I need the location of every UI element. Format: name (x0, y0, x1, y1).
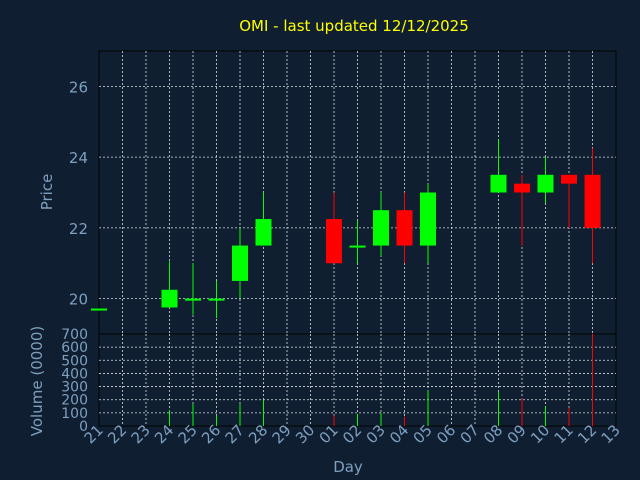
x-axis-ticks: 2122232425262728293001020304050607080910… (81, 421, 624, 447)
volume-tick-label: 300 (61, 380, 88, 396)
candle-body (255, 219, 272, 246)
volume-tick-label: 200 (61, 393, 88, 409)
volume-tick-label: 500 (61, 353, 88, 369)
price-axis-label: Price (38, 174, 56, 211)
candle-body (373, 210, 389, 246)
volume-axis-label: Volume (0000) (28, 326, 46, 436)
x-axis-label: Day (333, 458, 363, 476)
volume-tick-label: 600 (61, 340, 88, 356)
candle-body (561, 174, 577, 184)
candle-body (208, 298, 225, 301)
volume-tick-label: 400 (61, 366, 88, 382)
candle-body (584, 174, 601, 228)
chart-title: OMI - last updated 12/12/2025 (239, 17, 469, 35)
volume-tick-label: 700 (61, 327, 88, 343)
candle-body (232, 245, 248, 281)
price-tick-label: 20 (69, 291, 88, 309)
volume-tick-label: 0 (79, 419, 88, 435)
candle-body (514, 183, 530, 193)
price-tick-label: 26 (69, 78, 88, 96)
price-tick-label: 22 (69, 220, 88, 238)
candle-body (349, 245, 366, 248)
candle-body (490, 174, 507, 193)
candle-body (185, 298, 201, 301)
candle-body (420, 192, 436, 246)
volume-tick-label: 100 (61, 406, 88, 422)
candle-body (326, 219, 342, 264)
candle-body (91, 308, 107, 311)
price-tick-label: 24 (69, 149, 88, 167)
candle-body (161, 289, 178, 308)
price-panel: 20 22 24 26 (69, 50, 617, 335)
candle-body (396, 210, 413, 246)
candle-body (537, 174, 554, 193)
